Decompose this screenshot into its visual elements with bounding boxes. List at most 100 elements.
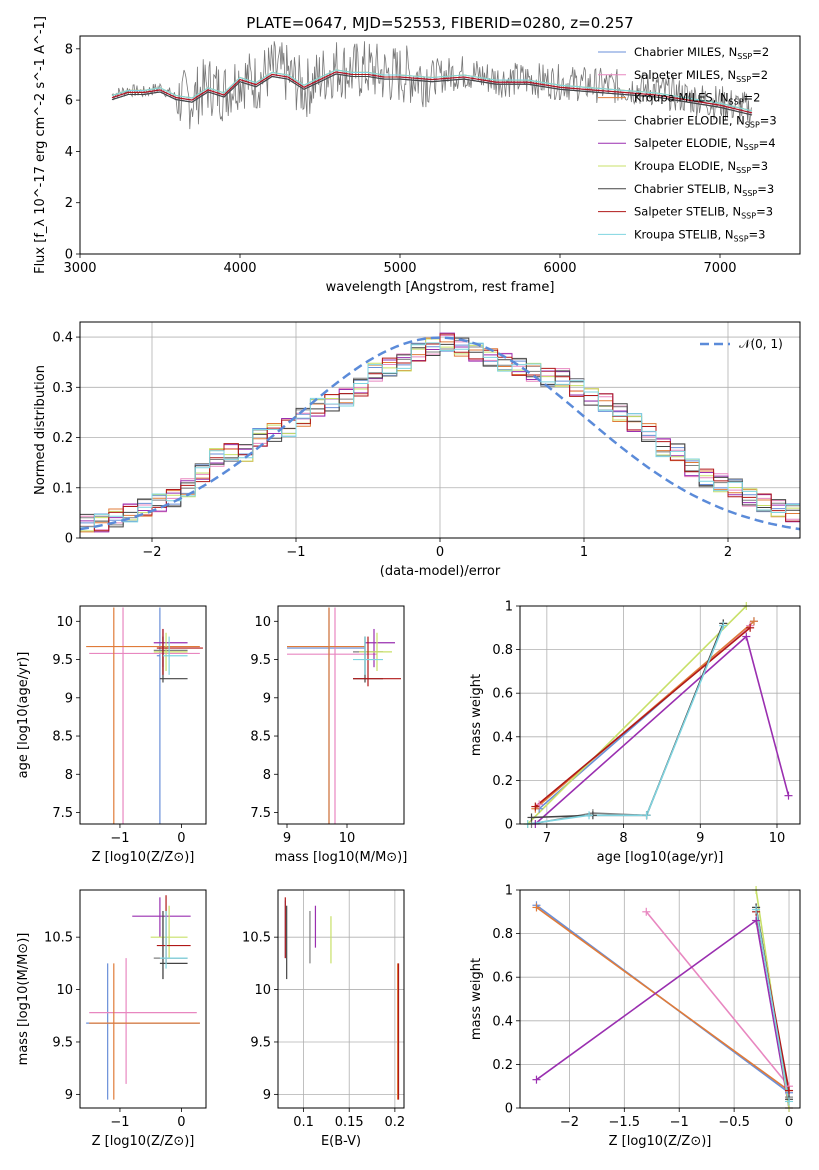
legend-suffix: =3 (749, 227, 766, 241)
legend-subscript: SSP (741, 212, 756, 221)
legend-subscript: SSP (736, 166, 751, 175)
y-tick-label: 6 (65, 94, 73, 109)
legend-label: Kroupa ELODIE, NSSP=3 (634, 159, 768, 175)
plot-area (536, 890, 790, 1108)
y-tick-label: 8.5 (250, 730, 271, 745)
x-tick-label: −1.5 (609, 1115, 641, 1130)
y-tick-label: 4 (65, 145, 73, 160)
y-tick-label: 0.1 (52, 481, 73, 496)
y-axis-label: Flux [f_λ 10^-17 erg cm^-2 s^-1 A^-1] (33, 16, 48, 274)
weight-line (755, 909, 790, 1102)
spectrum-model-line (111, 69, 753, 112)
weight-line (536, 906, 790, 1092)
y-tick-label: 7.5 (52, 806, 73, 821)
plot-area (86, 607, 203, 824)
y-tick-label: 0.8 (492, 643, 513, 658)
weight-line (531, 623, 725, 819)
x-tick-label: −1 (286, 545, 305, 560)
axes-frame (79, 35, 801, 255)
weight-line (527, 606, 747, 824)
x-axis-label: E(B-V) (321, 1134, 361, 1149)
x-tick-label: 0 (785, 1115, 793, 1130)
y-tick-label: 10 (254, 983, 271, 998)
x-tick-label: −2 (142, 545, 161, 560)
y-axis-label: age [log10(age/yr)] (16, 652, 31, 779)
x-tick-label: −1 (670, 1115, 689, 1130)
legend-label: Chabrier STELIB, NSSP=3 (634, 182, 774, 198)
x-tick-label: 0 (436, 545, 444, 560)
spectrum-model-line (111, 73, 753, 116)
y-tick-label: 10.5 (44, 931, 73, 946)
legend-subscript: SSP (736, 75, 751, 84)
axes-frame (79, 889, 207, 1109)
x-tick-label: 9 (696, 831, 704, 846)
y-tick-label: 0.4 (52, 331, 73, 346)
y-tick-label: 9 (65, 1088, 73, 1103)
x-tick-label: 10 (339, 831, 356, 846)
x-tick-label: −1 (110, 1115, 129, 1130)
x-tick-label: 6000 (543, 261, 576, 276)
legend-suffix: =3 (756, 205, 773, 219)
panel-weight_vs_Z: −2 −1.5 −1 −0.5 0 0 0.2 0.4 0.6 0.8 1 Z [log10(Z/Z⊙… (469, 884, 801, 1149)
x-axis-label: Z [log10(Z/Z⊙)] (609, 1134, 712, 1149)
x-tick-label: −1 (110, 831, 129, 846)
axes-frame (79, 605, 207, 825)
weight-line (534, 635, 790, 824)
y-tick-label: 0.2 (492, 774, 513, 789)
x-tick-label: 0.2 (385, 1115, 406, 1130)
weight-line (534, 627, 751, 808)
legend-subscript: SSP (729, 98, 744, 107)
y-tick-label: 2 (65, 196, 73, 211)
legend-suffix: =2 (751, 68, 768, 82)
plot-area (80, 332, 800, 533)
y-tick-label: 9.5 (250, 1035, 271, 1050)
weight-line (536, 919, 790, 1108)
y-tick-label: 0 (65, 248, 73, 263)
x-axis-label: mass [log10(M/M⊙)] (275, 850, 408, 865)
weight-line (645, 911, 790, 1087)
y-axis-label: mass weight (469, 958, 484, 1040)
legend-suffix: =3 (751, 159, 768, 173)
plot-area (86, 895, 200, 1100)
legend-spectrum: Chabrier MILES, NSSP=2 Salpeter MILES, NS… (598, 45, 777, 243)
plot-area (111, 41, 753, 130)
x-tick-label: 9 (283, 831, 291, 846)
y-tick-label: 9 (263, 691, 271, 706)
legend-subscript: SSP (734, 234, 749, 243)
y-tick-label: 8 (65, 768, 73, 783)
y-tick-label: 0.6 (492, 971, 513, 986)
y-tick-label: 8 (65, 42, 73, 57)
x-tick-label: 8 (619, 831, 627, 846)
y-tick-label: 7.5 (250, 806, 271, 821)
axes-frame (277, 889, 405, 1109)
axes-frame (79, 321, 801, 539)
figure-title: PLATE=0647, MJD=52553, FIBERID=0280, z=0… (246, 14, 633, 32)
y-tick-label: 9 (263, 1088, 271, 1103)
x-tick-label: 7 (543, 831, 551, 846)
y-tick-label: 1 (505, 884, 513, 899)
axes-frame (519, 889, 801, 1109)
x-axis-label: Z [log10(Z/Z⊙)] (92, 1134, 195, 1149)
plot-area (527, 606, 790, 824)
x-axis-label: wavelength [Angstrom, rest frame] (326, 280, 555, 295)
y-tick-label: 8 (263, 768, 271, 783)
panel-age_vs_mass: 9 10 7.5 8 8.5 9 9.5 10 mass [log10(M/M⊙)] (250, 605, 408, 865)
legend-label: Salpeter MILES, NSSP=2 (634, 68, 768, 84)
weight-line (527, 625, 725, 824)
y-tick-label: 0.8 (492, 927, 513, 942)
y-tick-label: 10 (56, 615, 73, 630)
legend-subscript: SSP (742, 189, 757, 198)
x-tick-label: 0 (177, 831, 185, 846)
y-tick-label: 9.5 (52, 653, 73, 668)
legend-label: Kroupa STELIB, NSSP=3 (634, 227, 765, 243)
legend-normal-label: 𝒩(0, 1) (739, 337, 783, 351)
x-tick-label: 2 (724, 545, 732, 560)
legend-suffix: =3 (760, 113, 777, 127)
histogram-step (80, 342, 800, 528)
x-tick-label: 3000 (63, 261, 96, 276)
normal-curve (80, 336, 800, 531)
y-tick-label: 0.4 (492, 730, 513, 745)
x-tick-label: 1 (580, 545, 588, 560)
x-tick-label: 0.15 (335, 1115, 364, 1130)
